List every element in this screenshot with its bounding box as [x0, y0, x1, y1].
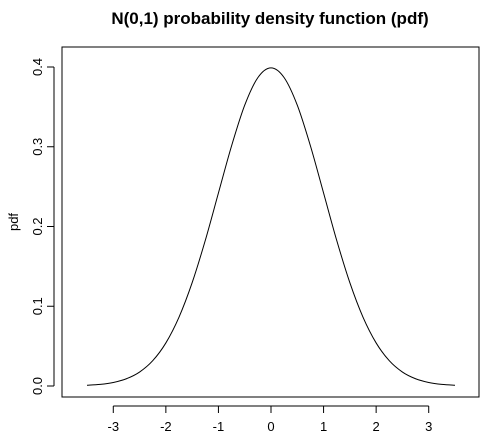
x-axis: -3 -2 -1 0 1 2 3 — [108, 405, 432, 434]
x-tick-label: 0 — [267, 419, 274, 434]
plot-frame — [61, 46, 480, 398]
y-tick-label: 0.4 — [30, 58, 45, 76]
y-tick-label: 0.2 — [30, 217, 45, 235]
y-axis: 0.0 0.1 0.2 0.3 0.4 — [30, 58, 55, 395]
x-tick-label: -3 — [108, 419, 120, 434]
y-tick-label: 0.0 — [30, 377, 45, 395]
x-tick-label: -1 — [213, 419, 225, 434]
y-axis-label: pdf — [6, 213, 21, 231]
y-tick-label: 0.1 — [30, 297, 45, 315]
x-tick-label: 2 — [373, 419, 380, 434]
x-tick-label: 3 — [425, 419, 432, 434]
chart-title: N(0,1) probability density function (pdf… — [111, 9, 428, 28]
pdf-curve-line — [86, 67, 456, 386]
x-tick-label: -2 — [160, 419, 172, 434]
y-tick-label: 0.3 — [30, 138, 45, 156]
x-tick-label: 1 — [320, 419, 327, 434]
